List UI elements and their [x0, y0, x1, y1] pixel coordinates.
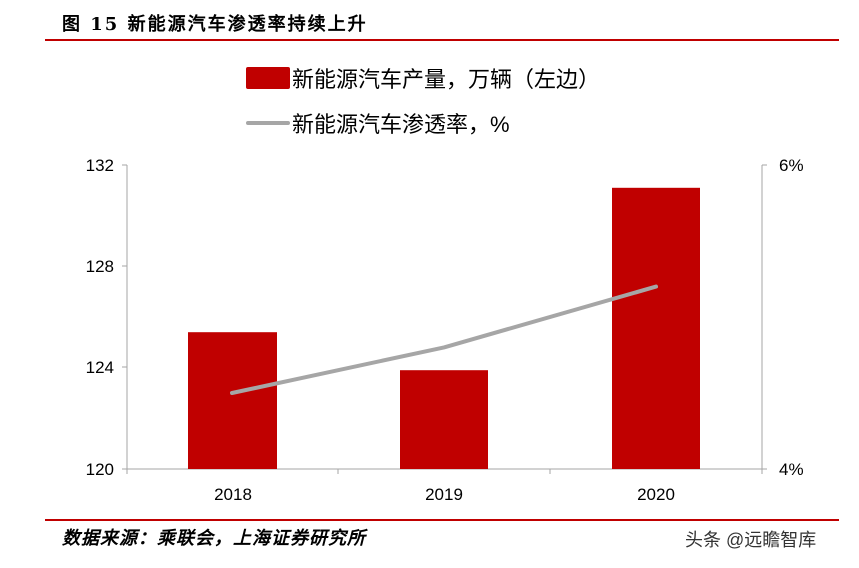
bar-2019 — [400, 370, 488, 469]
bar-2020 — [612, 187, 700, 470]
left-tick-128: 128 — [86, 257, 114, 276]
right-tick-6: 6% — [779, 156, 804, 175]
legend-label-line: 新能源汽车渗透率，% — [292, 112, 510, 137]
watermark: 头条 @远瞻智库 — [685, 530, 817, 550]
penetration-line — [230, 284, 658, 395]
x-tick-2019: 2019 — [425, 485, 463, 504]
figure-title: 图 15 新能源汽车渗透率持续上升 — [62, 14, 368, 35]
legend-label-bar: 新能源汽车产量，万辆（左边） — [292, 67, 601, 92]
legend-item-bar: 新能源汽车产量，万辆（左边） — [246, 62, 600, 94]
bar-swatch-icon — [246, 67, 290, 89]
source-note: 数据来源：乘联会，上海证券研究所 — [62, 528, 366, 549]
top-rule — [45, 39, 839, 41]
bar-2018 — [188, 332, 277, 469]
line-swatch-icon — [246, 121, 290, 125]
legend-item-line: 新能源汽车渗透率，% — [246, 107, 510, 139]
bottom-rule — [45, 519, 839, 521]
left-tick-132: 132 — [86, 156, 114, 175]
right-tick-4: 4% — [779, 460, 804, 479]
left-tick-124: 124 — [86, 358, 114, 377]
left-tick-120: 120 — [86, 460, 114, 479]
x-tick-2020: 2020 — [637, 485, 675, 504]
x-tick-2018: 2018 — [214, 485, 252, 504]
